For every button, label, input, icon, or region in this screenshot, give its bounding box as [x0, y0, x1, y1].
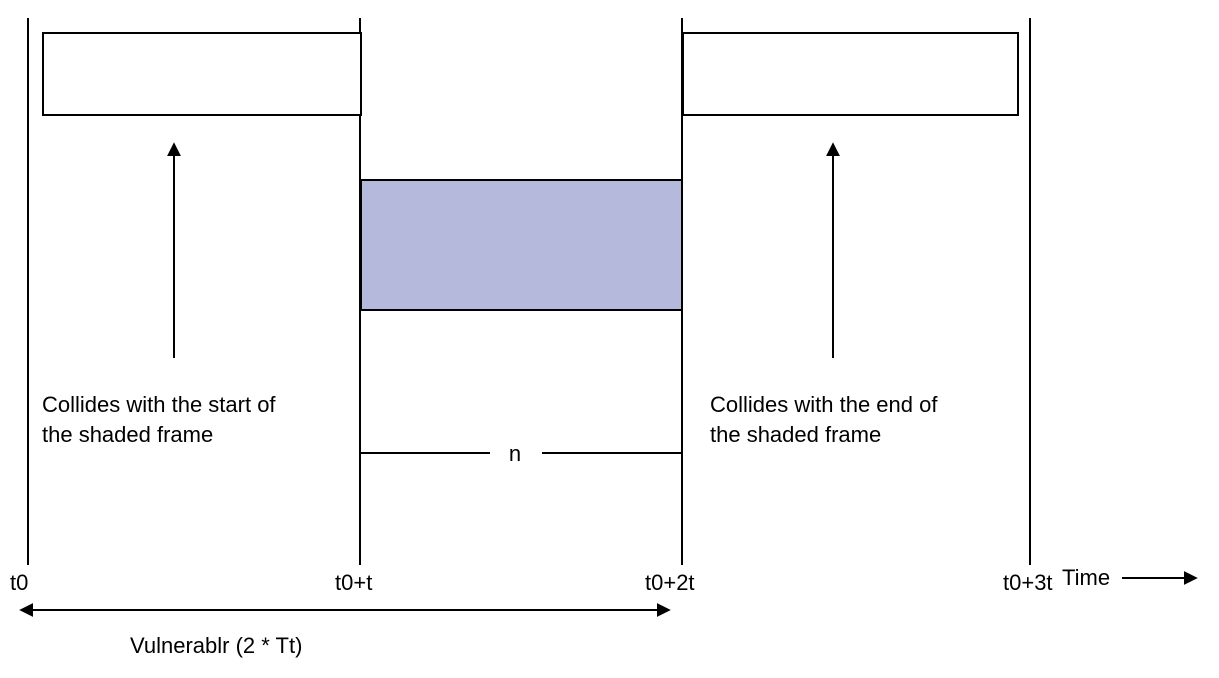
collides-end-line1: Collides with the end of	[710, 392, 938, 417]
tick-t0: t0	[10, 570, 28, 595]
tick-t0-2t: t0+2t	[645, 570, 695, 595]
collides-start-line1: Collides with the start of	[42, 392, 276, 417]
timing-diagram: n Collides with the start of the shaded …	[0, 0, 1219, 678]
time-label: Time	[1062, 565, 1110, 590]
tick-t0-3t: t0+3t	[1003, 570, 1053, 595]
collides-start-line2: the shaded frame	[42, 422, 213, 447]
vulnerable-label: Vulnerablr (2 * Tt)	[130, 633, 302, 658]
collides-end-line2: the shaded frame	[710, 422, 881, 447]
frame-shaded	[361, 180, 682, 310]
tick-t0-t: t0+t	[335, 570, 372, 595]
frame-top-right	[683, 33, 1018, 115]
n-label: n	[509, 441, 521, 466]
frame-top-left	[43, 33, 361, 115]
